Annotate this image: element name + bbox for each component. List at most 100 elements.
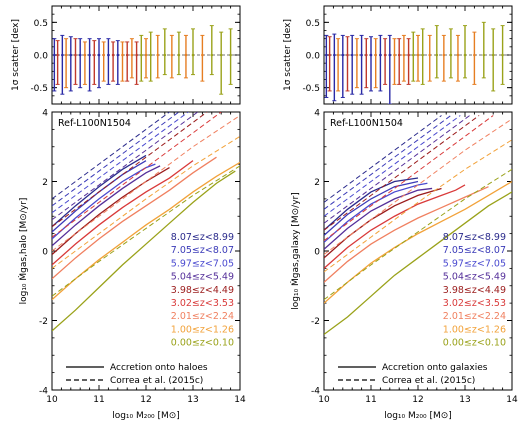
error-bar-point [61,53,64,57]
y-tick-label: 2 [314,178,320,188]
error-bar-point [116,53,120,57]
error-bar-point [374,53,378,57]
error-bar-point [210,53,214,57]
error-bar-point [111,53,115,57]
error-bar-point [130,53,134,57]
y-axis-label: log₁₀ Ṁgas,galaxy [M⊙/yr] [290,192,301,309]
legend-series-label: 3.98≤z<4.49 [443,285,506,296]
legend-series-label: 1.00≤z<1.26 [443,324,506,335]
x-axis-label: log₁₀ M₂₀₀ [M⊙] [384,411,452,421]
error-bar-point [144,53,148,57]
legend-series-label: 7.05≤z<8.07 [171,245,234,256]
error-bar-point [229,53,232,57]
error-bar-point [78,53,82,57]
series-dashed-line [324,168,512,301]
legend-series-label: 5.04≤z<5.49 [443,272,506,283]
x-tick-label: 10 [46,395,58,405]
error-bar-point [402,53,406,57]
error-bar-point [421,53,425,57]
error-bar-point [121,53,124,57]
series-dashed-line [52,165,240,297]
error-bar-point [135,53,138,57]
legend-series-label: 2.01≤z<2.24 [171,311,234,322]
x-tick-label: 13 [187,395,198,405]
error-bar-point [412,53,415,57]
series-dashed-line [324,139,512,273]
series-solid-line [324,184,466,269]
legend-series-label: 3.02≤z<3.53 [171,298,234,309]
series-dashed-line [52,115,240,252]
legend-series-label: 7.05≤z<8.07 [443,245,506,256]
y-axis-label: log₁₀ Ṁgas,halo [M⊙/yr] [18,198,29,305]
error-bar-point [74,53,77,57]
panel-top-left: -0.5 0.0 0.5 1σ scatter [dex] [11,5,241,105]
legend-series-label: 3.98≤z<4.49 [171,285,234,296]
error-bar-point [201,53,204,57]
error-bar-point [346,53,349,57]
y-tick-label: -2 [39,317,48,327]
legend-style-label: Correa et al. (2015c) [110,376,203,386]
series-solid-line [52,154,147,228]
error-bar-point [219,53,223,57]
series-solid-line [324,177,419,231]
legend-style-label: Accretion onto galaxies [382,363,488,373]
error-bar-point [369,53,373,57]
x-tick-label: 12 [412,395,423,405]
error-bar-point [473,53,476,57]
error-bar-point [428,53,432,57]
series-solid-line [324,180,419,236]
y-tick-label: -0.5 [302,84,320,94]
y-tick-label: -2 [311,317,320,327]
plot-area [324,115,512,335]
legend-series-label: 3.02≤z<3.53 [443,298,506,309]
x-tick-label: 11 [365,395,376,405]
series-dashed-line [324,115,470,224]
series-solid-line [52,160,194,266]
plot-area [52,25,240,95]
error-bar-point [149,53,152,57]
error-bar-point [170,53,174,57]
panel-label: Ref-L100N1504 [58,118,131,129]
error-bar-point [83,53,87,57]
y-tick-label: 0.5 [306,19,320,29]
error-bar-point [442,53,446,57]
error-bar-point [360,53,363,57]
series-dashed-line [52,112,170,200]
y-tick-label: 4 [42,109,48,119]
series-solid-line [324,191,512,335]
error-bar-point [397,53,401,57]
series-dashed-line [52,135,240,269]
legend-series-label: 0.00≤z<0.10 [171,338,234,349]
y-tick-label: 0 [314,248,320,258]
legend-style-label: Accretion onto haloes [110,363,208,373]
error-bar-point [350,53,354,57]
panel-label: Ref-L100N1504 [330,118,403,129]
series-solid-line [52,165,161,247]
series-dashed-line [52,112,208,228]
panel-bottom-left: -4 -2 0 2 4 10 11 12 13 14 log₁₀ Ṁgas,halo [M⊙/yr]… [18,109,246,422]
error-bar-point [383,53,387,57]
x-tick-label: 14 [234,395,246,405]
error-bar-point [325,53,328,57]
series-dashed-line [324,115,442,203]
error-bar-point [379,53,382,57]
y-tick-label: 2 [42,178,48,188]
error-bar-point [449,53,453,57]
y-tick-label: 4 [314,109,320,119]
y-tick-label: -0.5 [30,84,48,94]
y-tick-label: 0 [42,248,48,258]
y-tick-label: -4 [39,387,48,397]
series-solid-line [52,161,240,301]
y-axis-label: 1σ scatter [dex] [11,19,21,91]
legend-series-label: 5.97≤z<7.05 [171,258,234,269]
error-bar-point [501,53,504,57]
y-tick-label: 0.0 [306,52,321,62]
series-dashed-line [324,115,452,210]
series-solid-line [52,163,156,240]
plot-area [324,21,512,104]
error-bar-point [64,53,68,57]
x-tick-label: 12 [140,395,151,405]
series-solid-line [52,156,217,280]
error-bar-point [191,53,195,57]
